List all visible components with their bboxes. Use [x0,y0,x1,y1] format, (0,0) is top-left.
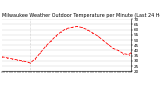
Text: Milwaukee Weather Outdoor Temperature per Minute (Last 24 Hours): Milwaukee Weather Outdoor Temperature pe… [2,13,160,18]
